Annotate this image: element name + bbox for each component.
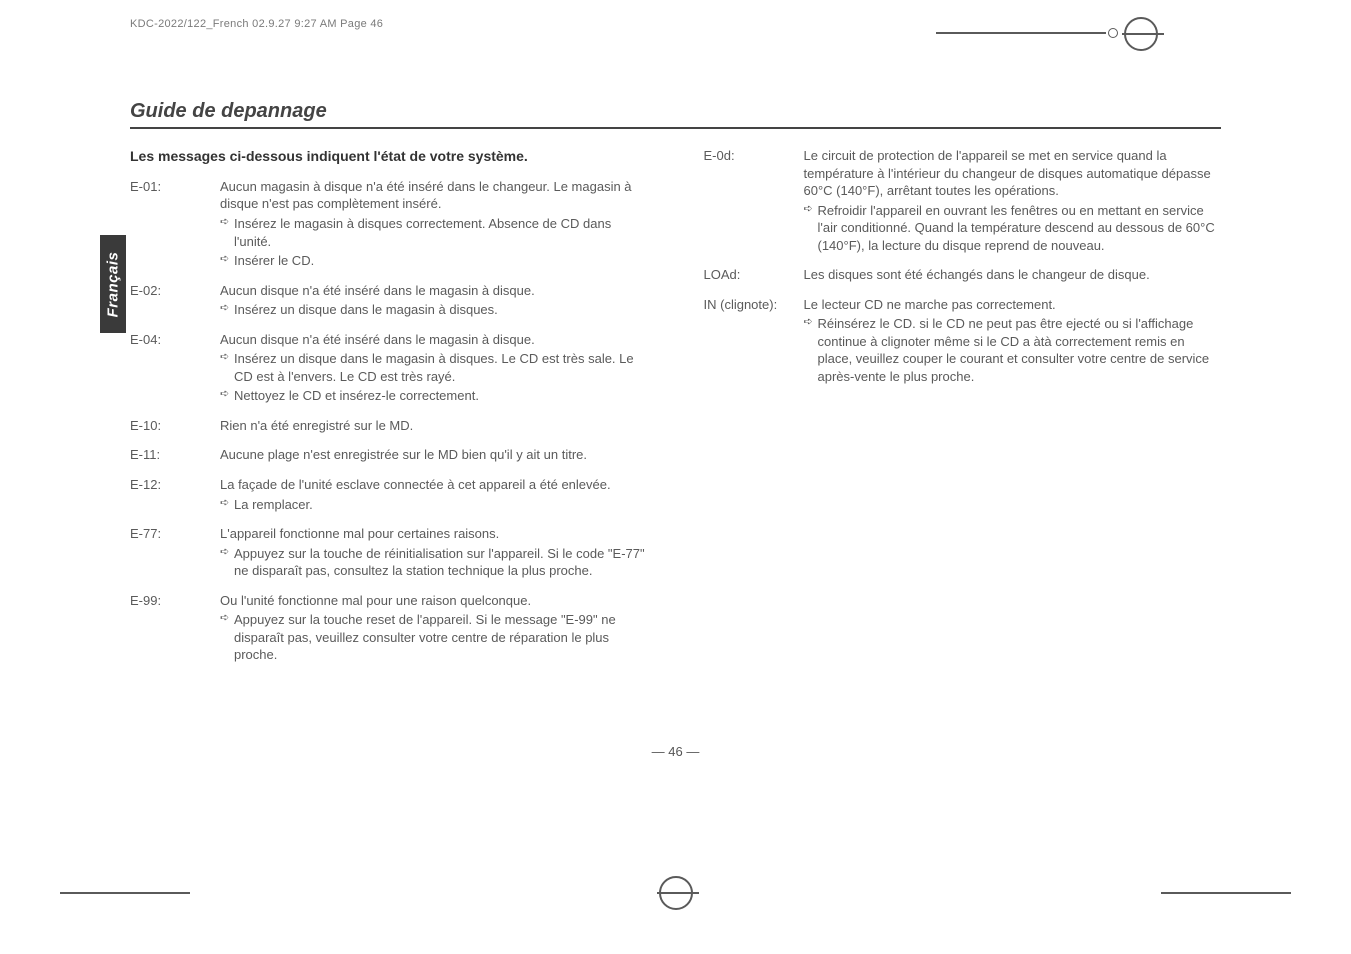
error-remedy: Nettoyez le CD et insérez-le correctemen… xyxy=(220,387,648,405)
error-code: E-01: xyxy=(130,178,220,270)
error-body: Le circuit de protection de l'appareil s… xyxy=(804,147,1222,254)
error-remedy: Appuyez sur la touche reset de l'apparei… xyxy=(220,611,648,664)
error-code: LOAd: xyxy=(704,266,804,284)
error-entry: E-02:Aucun disque n'a été inséré dans le… xyxy=(130,282,648,319)
error-entry: E-11:Aucune plage n'est enregistrée sur … xyxy=(130,446,648,464)
error-text: Les disques sont été échangés dans le ch… xyxy=(804,266,1222,284)
error-entry: E-12:La façade de l'unité esclave connec… xyxy=(130,476,648,513)
error-remedy: Appuyez sur la touche de réinitialisatio… xyxy=(220,545,648,580)
error-body: Aucun disque n'a été inséré dans le maga… xyxy=(220,282,648,319)
error-body: Aucune plage n'est enregistrée sur le MD… xyxy=(220,446,648,464)
error-remedy: Insérez le magasin à disques correctemen… xyxy=(220,215,648,250)
error-text: Rien n'a été enregistré sur le MD. xyxy=(220,417,648,435)
error-text: Aucun disque n'a été inséré dans le maga… xyxy=(220,331,648,349)
error-code: IN (clignote): xyxy=(704,296,804,386)
error-entry: E-10:Rien n'a été enregistré sur le MD. xyxy=(130,417,648,435)
error-remedy: Insérez un disque dans le magasin à disq… xyxy=(220,301,648,319)
error-text: Aucune plage n'est enregistrée sur le MD… xyxy=(220,446,648,464)
error-code: E-99: xyxy=(130,592,220,664)
error-body: L'appareil fonctionne mal pour certaines… xyxy=(220,525,648,580)
error-body: Le lecteur CD ne marche pas correctement… xyxy=(804,296,1222,386)
error-entry: E-77:L'appareil fonctionne mal pour cert… xyxy=(130,525,648,580)
error-text: Le circuit de protection de l'appareil s… xyxy=(804,147,1222,200)
error-remedy: Réinsérez le CD. si le CD ne peut pas êt… xyxy=(804,315,1222,385)
language-tab: Français xyxy=(100,235,126,333)
error-code: E-11: xyxy=(130,446,220,464)
section-title: Guide de depannage xyxy=(130,100,1221,129)
error-text: Ou l'unité fonctionne mal pour une raiso… xyxy=(220,592,648,610)
error-text: Aucun magasin à disque n'a été inséré da… xyxy=(220,178,648,213)
error-text: Aucun disque n'a été inséré dans le maga… xyxy=(220,282,648,300)
error-remedy: Insérer le CD. xyxy=(220,252,648,270)
error-code: E-02: xyxy=(130,282,220,319)
error-body: Rien n'a été enregistré sur le MD. xyxy=(220,417,648,435)
error-text: La façade de l'unité esclave connectée à… xyxy=(220,476,648,494)
error-body: Les disques sont été échangés dans le ch… xyxy=(804,266,1222,284)
error-text: L'appareil fonctionne mal pour certaines… xyxy=(220,525,648,543)
error-code: E-10: xyxy=(130,417,220,435)
error-body: Ou l'unité fonctionne mal pour une raiso… xyxy=(220,592,648,664)
error-entry: E-0d:Le circuit de protection de l'appar… xyxy=(704,147,1222,254)
error-remedy: Insérez un disque dans le magasin à disq… xyxy=(220,350,648,385)
error-code: E-04: xyxy=(130,331,220,405)
left-column: Les messages ci-dessous indiquent l'état… xyxy=(130,147,648,676)
error-entry: LOAd:Les disques sont été échangés dans … xyxy=(704,266,1222,284)
error-body: La façade de l'unité esclave connectée à… xyxy=(220,476,648,513)
error-body: Aucun magasin à disque n'a été inséré da… xyxy=(220,178,648,270)
crop-deco-bottom xyxy=(0,870,1351,920)
error-entry: IN (clignote):Le lecteur CD ne marche pa… xyxy=(704,296,1222,386)
error-body: Aucun disque n'a été inséré dans le maga… xyxy=(220,331,648,405)
right-column: E-0d:Le circuit de protection de l'appar… xyxy=(704,147,1222,676)
page-number: — 46 — xyxy=(0,716,1351,799)
error-remedy: La remplacer. xyxy=(220,496,648,514)
intro-text: Les messages ci-dessous indiquent l'état… xyxy=(130,147,648,166)
error-text: Le lecteur CD ne marche pas correctement… xyxy=(804,296,1222,314)
error-entry: E-01:Aucun magasin à disque n'a été insé… xyxy=(130,178,648,270)
page-content: Français Guide de depannage Les messages… xyxy=(0,30,1351,716)
error-entry: E-04:Aucun disque n'a été inséré dans le… xyxy=(130,331,648,405)
error-entry: E-99:Ou l'unité fonctionne mal pour une … xyxy=(130,592,648,664)
error-code: E-12: xyxy=(130,476,220,513)
error-code: E-0d: xyxy=(704,147,804,254)
error-remedy: Refroidir l'appareil en ouvrant les fenê… xyxy=(804,202,1222,255)
error-code: E-77: xyxy=(130,525,220,580)
